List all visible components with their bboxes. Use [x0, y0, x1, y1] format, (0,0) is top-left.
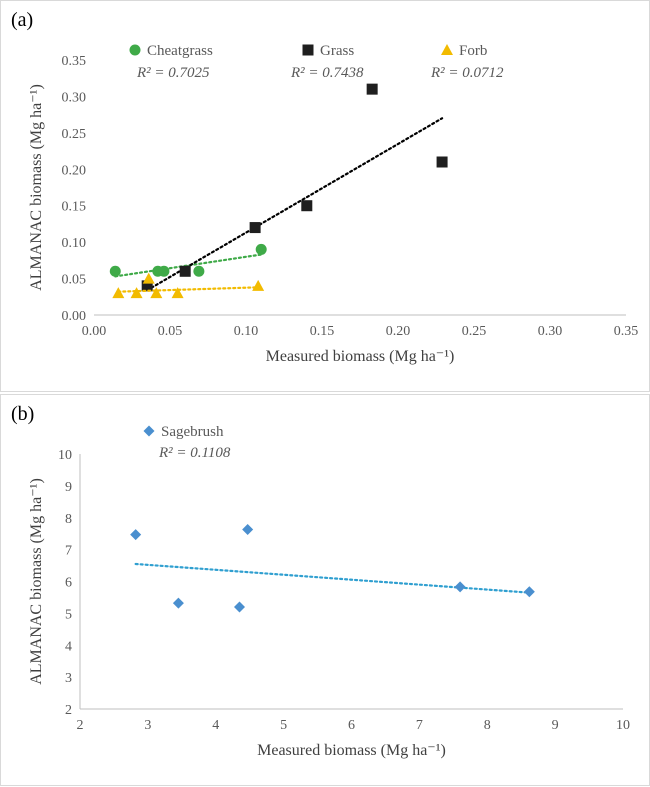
- cheatgrass-r-squared: R² = 0.7025: [136, 65, 210, 81]
- cheatgrass-point: [158, 265, 170, 277]
- y-tick-label: 2: [65, 703, 72, 718]
- sagebrush-legend-label: Sagebrush: [161, 424, 224, 440]
- sagebrush-trendline: [134, 562, 531, 594]
- x-tick-label: 0.35: [614, 324, 639, 339]
- grass-point: [301, 200, 313, 212]
- y-tick-label: 0.25: [62, 127, 87, 142]
- sagebrush-point: [172, 597, 184, 609]
- x-axis-title: Measured biomass (Mg ha⁻¹): [257, 742, 446, 759]
- chart-a: 0.00 0.05 0.10 0.15 0.20 0.25 0.30 0.35 0.00 0.05…: [28, 43, 639, 365]
- x-tick-label: 4: [212, 718, 219, 733]
- x-tick-label: 0.20: [386, 324, 411, 339]
- forb-point: [130, 287, 143, 299]
- cheatgrass-legend-marker: [129, 44, 141, 56]
- sagebrush-point: [523, 586, 535, 598]
- grass-point: [436, 156, 448, 168]
- y-tick-label: 0.05: [62, 273, 87, 288]
- x-tick-label: 0.15: [310, 324, 335, 339]
- cheatgrass-point: [109, 265, 121, 277]
- y-tick-label: 9: [65, 480, 72, 495]
- panel-b-label: (b): [11, 403, 35, 425]
- forb-r-squared: R² = 0.0712: [430, 65, 504, 81]
- x-tick-label: 8: [484, 718, 491, 733]
- grass-trendline: [146, 117, 444, 292]
- y-tick-label: 3: [65, 671, 72, 686]
- x-tick-label: 0.00: [82, 324, 107, 339]
- y-tick-label: 0.15: [62, 200, 87, 215]
- x-tick-label: 5: [280, 718, 287, 733]
- cheatgrass-point: [255, 243, 267, 255]
- grass-point: [141, 280, 153, 292]
- x-tick-label: 0.30: [538, 324, 563, 339]
- x-tick-label: 0.10: [234, 324, 259, 339]
- forb-point: [171, 287, 184, 299]
- x-axis-title: Measured biomass (Mg ha⁻¹): [266, 348, 455, 365]
- grass-legend-label: Grass: [320, 43, 354, 59]
- y-tick-label: 0.30: [62, 90, 87, 105]
- panel-a-label: (a): [11, 9, 34, 31]
- y-tick-label: 4: [65, 639, 72, 654]
- sagebrush-point: [234, 601, 246, 613]
- y-tick-label: 7: [65, 544, 72, 559]
- y-tick-label: 10: [58, 448, 72, 463]
- cheatgrass-legend-label: Cheatgrass: [147, 43, 213, 59]
- y-tick-label: 0.00: [62, 309, 87, 324]
- grass-legend-marker: [302, 44, 314, 56]
- x-tick-label: 0.05: [158, 324, 183, 339]
- forb-point: [112, 287, 125, 299]
- chart-b: 2 3 4 5 6 7 8 9 10 2 3 4 5 6 7 8 9 10 Measured biomass (Mg…: [28, 424, 630, 759]
- forb-point: [252, 279, 265, 291]
- x-tick-label: 2: [77, 718, 84, 733]
- panel-b: (b) 2 3 4 5 6 7 8 9 10 2 3 4 5 6 7 8 9 10 Measured biomass…: [0, 394, 650, 786]
- sagebrush-point: [454, 581, 466, 593]
- sagebrush-legend-marker: [143, 425, 155, 437]
- grass-point: [366, 83, 378, 95]
- panel-a: (a) 0.00 0.05 0.10 0.15 0.20 0.25 0.30 0.35 0.00…: [0, 0, 650, 392]
- grass-r-squared: R² = 0.7438: [290, 65, 364, 81]
- y-axis-title: ALMANAC biomass (Mg ha⁻¹): [28, 478, 45, 685]
- sagebrush-point: [130, 529, 142, 541]
- y-tick-label: 0.35: [62, 54, 87, 69]
- forb-legend-label: Forb: [459, 43, 487, 59]
- x-tick-label: 7: [416, 718, 423, 733]
- y-tick-label: 0.20: [62, 163, 87, 178]
- cheatgrass-trendline: [114, 253, 263, 278]
- forb-trendline: [117, 286, 260, 293]
- sagebrush-r-squared: R² = 0.1108: [158, 445, 231, 461]
- y-tick-label: 5: [65, 607, 72, 622]
- y-tick-label: 6: [65, 576, 72, 591]
- forb-point: [150, 287, 163, 299]
- grass-point: [249, 222, 261, 234]
- x-tick-label: 9: [552, 718, 559, 733]
- x-tick-label: 10: [616, 718, 630, 733]
- y-axis-title: ALMANAC biomass (Mg ha⁻¹): [28, 84, 45, 291]
- x-tick-label: 3: [144, 718, 151, 733]
- forb-point: [142, 272, 155, 284]
- cheatgrass-point: [193, 265, 205, 277]
- x-tick-label: 0.25: [462, 324, 487, 339]
- sagebrush-point: [242, 524, 254, 536]
- forb-legend-marker: [441, 44, 453, 55]
- x-tick-label: 6: [348, 718, 355, 733]
- y-tick-label: 0.10: [62, 236, 87, 251]
- grass-point: [179, 265, 191, 277]
- y-tick-label: 8: [65, 512, 72, 527]
